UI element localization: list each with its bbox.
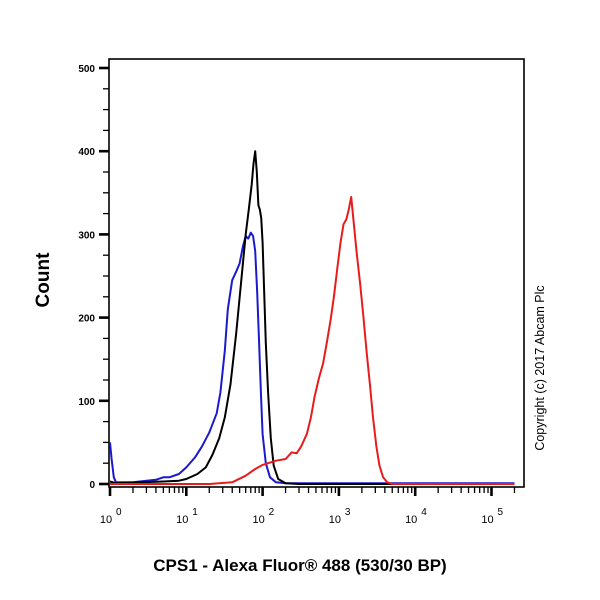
y-axis-label-text: Count [33, 252, 54, 308]
y-axis-label: Count [14, 240, 74, 320]
histogram-series [109, 150, 515, 485]
plot-border [108, 58, 525, 488]
x-tick-exponent: 5 [498, 507, 504, 518]
series-line-0 [109, 231, 515, 485]
x-tick-exponent: 0 [116, 507, 122, 518]
plot-frame [108, 58, 525, 488]
x-tick-exponent: 4 [421, 507, 427, 518]
y-axis-ticks: 0 100 200 300 400 500 [78, 64, 109, 491]
copyright-text: Copyright (c) 2017 Abcam Plc [533, 284, 547, 451]
x-tick-exponent: 3 [345, 507, 351, 518]
y-tick-label: 200 [78, 314, 95, 325]
series-line-2 [110, 196, 515, 485]
x-axis-label: CPS1 - Alexa Fluor® 488 (530/30 BP) [153, 556, 447, 575]
x-tick-label: 10 [176, 514, 188, 526]
y-tick-label: 100 [78, 397, 95, 408]
x-tick-label: 10 [481, 514, 493, 526]
x-tick-exponent: 1 [192, 507, 198, 518]
y-tick-label: 500 [78, 64, 95, 75]
y-tick-label: 400 [78, 147, 95, 158]
copyright-notice: Copyright (c) 2017 Abcam Plc [528, 240, 552, 495]
x-tick-label: 10 [100, 514, 112, 526]
x-tick-label: 10 [329, 514, 341, 526]
y-tick-label: 300 [78, 230, 95, 241]
series-line-1 [109, 150, 515, 485]
x-tick-label: 10 [252, 514, 264, 526]
x-tick-label: 10 [405, 514, 417, 526]
x-tick-exponent: 2 [269, 507, 275, 518]
x-axis-ticks: 10 0 10 1 10 2 10 3 10 4 10 5 [100, 487, 516, 526]
y-tick-label: 0 [89, 480, 95, 491]
